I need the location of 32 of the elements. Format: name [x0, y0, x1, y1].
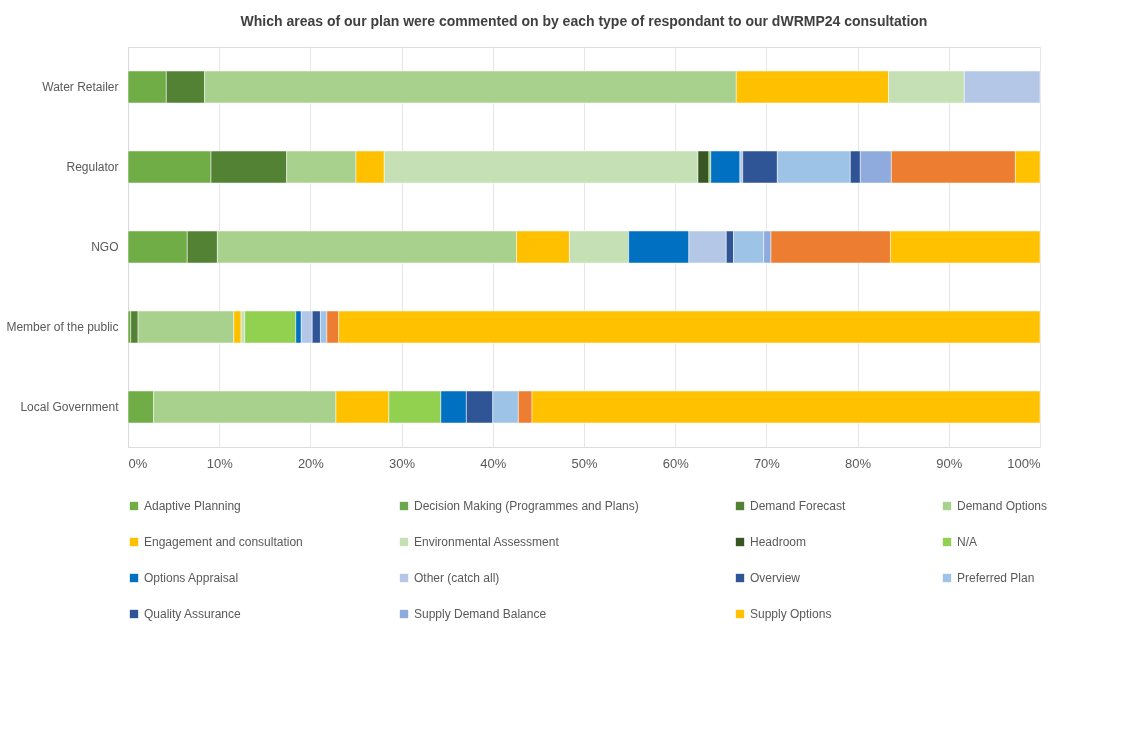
- x-tick-label: 30%: [389, 455, 416, 471]
- x-tick-label: 100%: [1007, 455, 1041, 471]
- x-tick-label: 60%: [662, 455, 690, 471]
- x-tick-label: 0%: [128, 455, 148, 471]
- legend-label: Adaptive Planning: [144, 499, 241, 513]
- chart-title: Which areas of our plan were commented on by each type of respondant to our dWRMP24 consultation: [240, 13, 928, 29]
- legend-label: Quality Assurance: [144, 607, 242, 621]
- y-tick-label: Regulator: [66, 160, 119, 174]
- y-tick-label: Member of the public: [6, 320, 119, 334]
- legend-label: Supply Demand Balance: [414, 607, 547, 621]
- x-tick-label: 50%: [571, 455, 598, 471]
- legend-label: Environmental Assessment: [414, 535, 560, 549]
- legend-label: Demand Options: [957, 499, 1048, 513]
- x-tick-label: 20%: [297, 455, 325, 471]
- legend-label: N/A: [957, 535, 978, 549]
- legend-label: Other (catch all): [414, 571, 500, 585]
- y-tick-label: Local Government: [20, 400, 120, 414]
- y-tick-label: Water Retailer: [42, 80, 119, 94]
- legend-label: Headroom: [750, 535, 807, 549]
- legend-label: Demand Forecast: [750, 499, 847, 513]
- x-tick-label: 70%: [753, 455, 781, 471]
- legend-label: Preferred Plan: [957, 571, 1035, 585]
- legend-label: Decision Making (Programmes and Plans): [414, 499, 639, 513]
- x-tick-label: 40%: [480, 455, 507, 471]
- y-tick-label: NGO: [91, 240, 119, 254]
- legend-label: Supply Options: [750, 607, 832, 621]
- legend-label: Overview: [750, 571, 801, 585]
- x-tick-label: 90%: [936, 455, 963, 471]
- x-tick-label: 80%: [845, 455, 872, 471]
- x-tick-label: 10%: [206, 455, 234, 471]
- legend-label: Engagement and consultation: [144, 535, 303, 549]
- legend-label: Options Appraisal: [144, 571, 239, 585]
